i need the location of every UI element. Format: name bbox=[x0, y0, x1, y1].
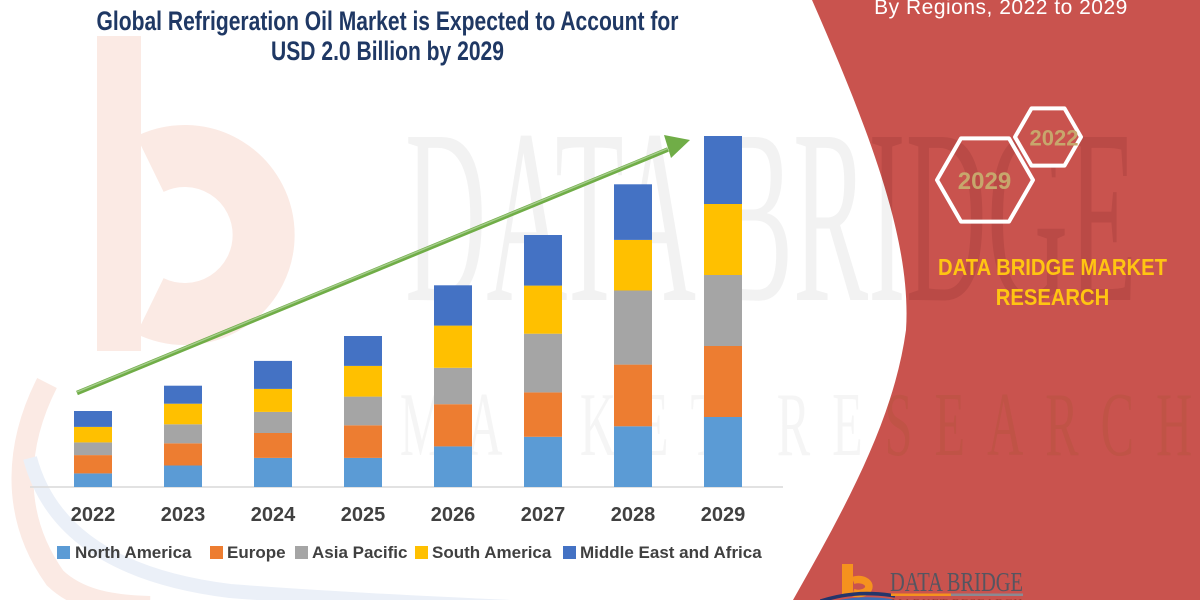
svg-text:MARKET RESEARCH: MARKET RESEARCH bbox=[891, 597, 1023, 600]
svg-text:2022: 2022 bbox=[1030, 126, 1079, 151]
svg-text:DATA BRIDGE: DATA BRIDGE bbox=[890, 567, 1023, 597]
svg-text:2029: 2029 bbox=[958, 168, 1011, 195]
